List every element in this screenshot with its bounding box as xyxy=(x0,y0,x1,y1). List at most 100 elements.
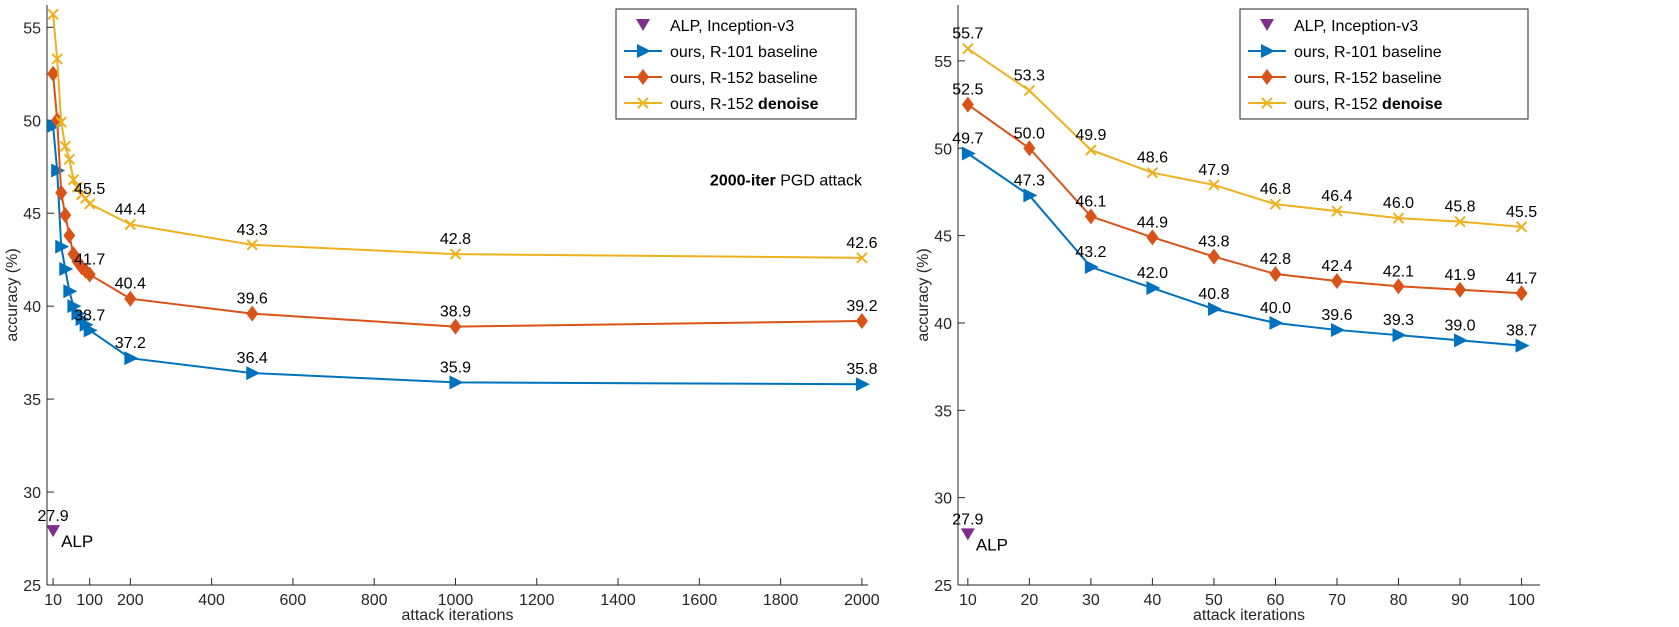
x-tick-label: 80 xyxy=(1390,592,1408,609)
data-label-r152: 41.7 xyxy=(1506,270,1537,287)
data-point-denoise xyxy=(1146,167,1159,179)
data-label-r152: 44.9 xyxy=(1137,214,1168,231)
data-label-denoise: 49.9 xyxy=(1075,127,1106,144)
chart-panel-2: 10 20 30 40 50 60 70 80 90 100 25 30 35 40 45 50 55 attac… xyxy=(915,5,1540,624)
data-label-r152: 41.9 xyxy=(1444,267,1475,284)
y-tick-label: 30 xyxy=(23,485,41,502)
data-point-denoise xyxy=(246,239,258,251)
alp-tag: ALP xyxy=(976,535,1008,554)
data-point-r152 xyxy=(83,266,96,283)
annotation-text: PGD attack xyxy=(776,172,863,189)
data-label-r101: 37.2 xyxy=(115,335,146,352)
data-label-r101: 40.0 xyxy=(1260,300,1291,317)
data-point-r101 xyxy=(51,163,66,178)
x-tick-label: 70 xyxy=(1328,592,1346,609)
legend-label-r152: ours, R-152 baseline xyxy=(670,70,818,87)
data-label-denoise: 44.4 xyxy=(115,201,146,218)
legend-label-text: ours, R-101 baseline xyxy=(1294,44,1442,61)
data-label-r101: 39.3 xyxy=(1383,312,1414,329)
data-point-r101 xyxy=(961,146,976,161)
data-point-denoise xyxy=(1454,215,1466,228)
x-tick-label: 200 xyxy=(117,592,144,609)
annotation: 2000-iter PGD attack xyxy=(710,172,863,189)
data-point-denoise xyxy=(55,116,67,128)
legend-marker-denoise xyxy=(1261,97,1273,109)
data-label-denoise: 48.6 xyxy=(1137,150,1168,167)
y-tick-label: 35 xyxy=(23,392,41,409)
data-point-denoise xyxy=(67,174,80,186)
data-label-denoise: 42.8 xyxy=(440,231,471,248)
data-point-denoise xyxy=(1023,84,1036,97)
x-tick-label: 30 xyxy=(1082,592,1100,609)
data-point-r101 xyxy=(63,284,78,299)
data-point-r101 xyxy=(71,306,86,321)
y-tick-label: 55 xyxy=(23,20,41,37)
data-point-r101 xyxy=(449,375,464,390)
legend-label-text: ALP, Inception-v3 xyxy=(670,18,794,35)
legend-label-r101: ours, R-101 baseline xyxy=(1294,44,1442,61)
annotation-bold: 2000-iter xyxy=(710,172,776,189)
legend-label-text: ours, R-152 xyxy=(670,96,754,113)
data-point-denoise xyxy=(962,42,974,55)
data-label-r101: 36.4 xyxy=(237,350,268,367)
legend-box xyxy=(615,8,857,120)
data-point-denoise xyxy=(1085,144,1097,156)
legend-marker-r101 xyxy=(1261,44,1275,58)
data-label-r152: 39.2 xyxy=(846,298,877,315)
legend-marker-denoise xyxy=(637,97,649,109)
data-point-r152 xyxy=(47,65,60,82)
x-tick-label: 50 xyxy=(1205,592,1223,609)
series-r152: 52.5 50.0 46.1 44.9 43.8 42.8 42.4 42.1 41.9 41.7 xyxy=(952,82,1537,302)
y-tick-label: 35 xyxy=(934,403,952,420)
x-tick-label: 10 xyxy=(959,592,977,609)
data-label-denoise: 55.7 xyxy=(952,26,983,43)
legend-label-denoise: ours, R-152 denoise xyxy=(1294,96,1443,113)
y-tick-label: 50 xyxy=(934,141,952,158)
x-tick-label: 20 xyxy=(1020,592,1038,609)
y-tick-label: 30 xyxy=(934,491,952,508)
data-label-r101: 43.2 xyxy=(1075,244,1106,261)
legend-label-bold: denoise xyxy=(1378,96,1443,113)
data-point-r152 xyxy=(59,207,72,224)
x-tick-label: 1400 xyxy=(600,592,636,609)
data-point-r101 xyxy=(1207,301,1222,316)
data-label-alp: 27.9 xyxy=(952,511,983,528)
data-point-r101 xyxy=(855,377,870,392)
data-point-r152 xyxy=(449,318,462,335)
data-point-r101 xyxy=(1023,188,1038,203)
x-tick-label: 90 xyxy=(1451,592,1469,609)
legend-label-text: ALP, Inception-v3 xyxy=(1294,18,1418,35)
data-point-denoise xyxy=(1515,221,1528,233)
legend-label-text: ours, R-152 baseline xyxy=(670,70,818,87)
legend-marker-r101 xyxy=(637,44,651,58)
legend-label-r152: ours, R-152 baseline xyxy=(1294,70,1442,87)
data-point-r152 xyxy=(55,184,68,201)
data-point-denoise xyxy=(1392,212,1405,224)
data-label-r101: 39.0 xyxy=(1444,317,1475,334)
y-tick-label: 45 xyxy=(23,206,41,223)
data-point-r152 xyxy=(1330,273,1343,290)
data-point-r152 xyxy=(1454,281,1467,298)
data-point-r101 xyxy=(67,299,82,314)
series-r101: 38.7 37.2 36.4 35.9 35.8 xyxy=(47,118,878,392)
data-label-denoise: 45.5 xyxy=(1506,204,1537,221)
data-label-r101: 39.6 xyxy=(1321,307,1352,324)
chart-panel-1: 10 100 200 400 600 800 1000 1200 1400 1600 1800 200… xyxy=(4,5,880,624)
data-point-denoise xyxy=(856,252,868,264)
data-point-denoise xyxy=(79,192,92,205)
data-point-r152 xyxy=(1392,278,1405,295)
data-point-r101 xyxy=(79,317,94,332)
data-label-r152: 52.5 xyxy=(952,82,983,99)
x-tick-label: 10 xyxy=(44,592,62,609)
data-label-r152: 41.7 xyxy=(74,252,105,269)
y-axis-label: accuracy (%) xyxy=(4,248,21,341)
data-point-r152 xyxy=(1269,266,1282,283)
x-axis-label: attack iterations xyxy=(401,607,513,622)
data-label-r152: 38.9 xyxy=(440,304,471,321)
legend: ALP, Inception-v3 ours, R-101 baseline our… xyxy=(1239,8,1529,120)
x-tick-label: 1200 xyxy=(519,592,555,609)
legend-marker-r152 xyxy=(637,69,649,85)
data-label-r101: 49.7 xyxy=(952,130,983,147)
x-tick-label: 2000 xyxy=(844,592,880,609)
data-label-r152: 40.4 xyxy=(115,276,146,293)
